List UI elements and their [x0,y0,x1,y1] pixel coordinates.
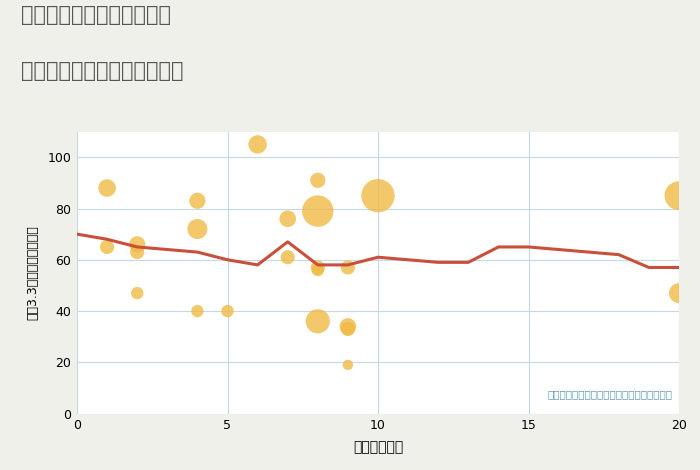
Point [252,141,263,148]
Point [312,207,323,215]
Point [673,192,685,199]
Point [132,248,143,256]
Point [673,290,685,297]
Point [192,225,203,233]
Point [192,307,203,315]
Point [342,323,354,330]
Point [372,192,384,199]
Point [222,307,233,315]
Point [312,264,323,271]
Point [192,197,203,204]
Point [312,266,323,274]
Point [282,253,293,261]
Point [312,318,323,325]
Point [282,215,293,222]
Point [132,241,143,248]
Point [342,361,354,368]
Text: 駅距離別中古マンション価格: 駅距離別中古マンション価格 [21,61,183,81]
Point [312,177,323,184]
X-axis label: 駅距離（分）: 駅距離（分） [353,440,403,454]
Point [342,325,354,333]
Point [102,243,113,251]
Y-axis label: 坪（3.3㎡）単価（万円）: 坪（3.3㎡）単価（万円） [26,225,39,320]
Point [132,290,143,297]
Point [102,184,113,192]
Text: 円の大きさは、取引のあった物件面積を示す: 円の大きさは、取引のあった物件面積を示す [548,390,673,400]
Point [342,264,354,271]
Text: 三重県松阪市嬉野森本町の: 三重県松阪市嬉野森本町の [21,5,171,25]
